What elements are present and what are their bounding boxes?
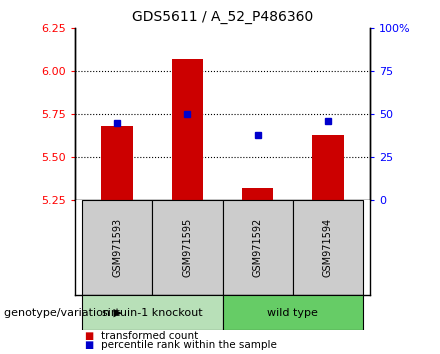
Text: GSM971595: GSM971595	[183, 218, 192, 277]
Text: GSM971592: GSM971592	[253, 218, 263, 277]
Bar	[312, 135, 344, 200]
Bar	[223, 295, 363, 330]
Text: GSM971594: GSM971594	[323, 218, 333, 277]
Text: transformed count: transformed count	[101, 331, 198, 341]
Bar	[242, 188, 273, 200]
Text: sirtuin-1 knockout: sirtuin-1 knockout	[102, 308, 202, 318]
Bar	[223, 200, 293, 295]
Bar	[152, 200, 223, 295]
Text: percentile rank within the sample: percentile rank within the sample	[101, 340, 277, 350]
Text: wild type: wild type	[268, 308, 318, 318]
Text: GSM971593: GSM971593	[112, 218, 122, 277]
Bar	[82, 200, 152, 295]
Bar	[82, 295, 223, 330]
Text: ■: ■	[84, 331, 93, 341]
Bar	[172, 59, 203, 200]
Title: GDS5611 / A_52_P486360: GDS5611 / A_52_P486360	[132, 10, 313, 24]
Bar	[101, 126, 133, 200]
Bar	[293, 200, 363, 295]
Text: genotype/variation ▶: genotype/variation ▶	[4, 308, 122, 318]
Text: ■: ■	[84, 340, 93, 350]
